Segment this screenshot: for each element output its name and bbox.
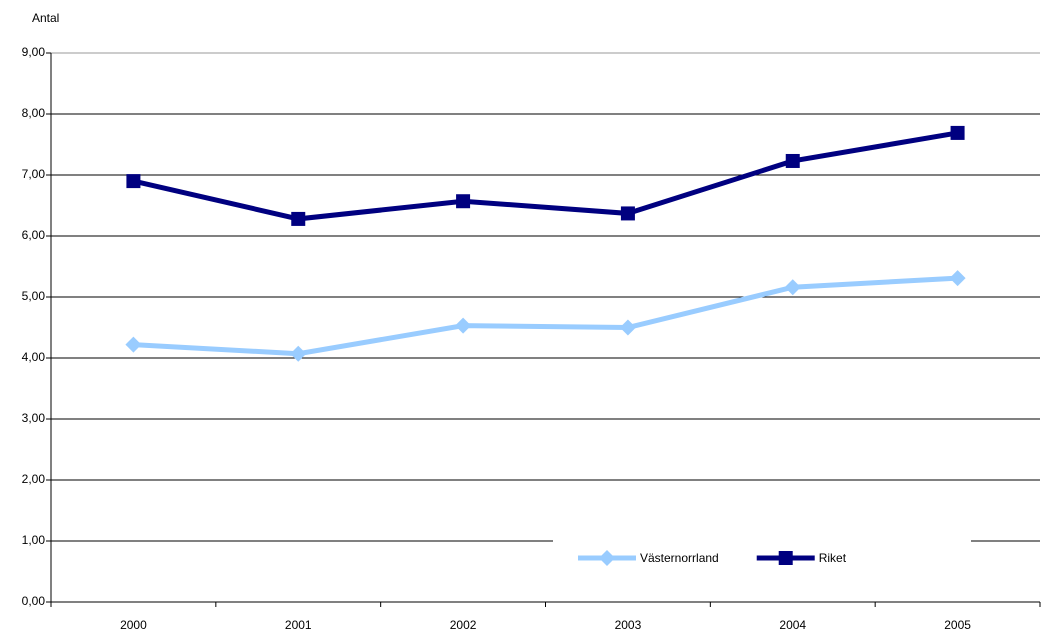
y-tick-label: 1,00 [22, 533, 46, 547]
y-tick-label: 3,00 [22, 411, 46, 425]
marker [784, 279, 801, 296]
marker [785, 153, 800, 168]
marker [290, 345, 307, 362]
y-tick-label: 4,00 [22, 350, 46, 364]
marker [455, 317, 472, 334]
marker [949, 270, 966, 287]
marker [778, 551, 793, 565]
legend-label: Västernorrland [640, 551, 719, 565]
marker [125, 336, 142, 353]
x-tick-label: 2003 [615, 618, 642, 630]
legend-label: Riket [819, 551, 847, 565]
legend: Västernorrland Riket [553, 530, 971, 592]
x-tick-label: 2004 [779, 618, 806, 630]
legend-box [553, 530, 971, 592]
y-tick-label: 7,00 [22, 167, 46, 181]
marker [126, 174, 141, 189]
marker [599, 550, 615, 566]
y-tick-label: 5,00 [22, 289, 46, 303]
x-tick-label: 2002 [450, 618, 477, 630]
marker [456, 194, 471, 209]
marker [619, 319, 636, 336]
y-tick-label: 6,00 [22, 228, 46, 242]
marker [950, 125, 965, 140]
marker [291, 211, 306, 226]
x-tick-label: 2000 [120, 618, 147, 630]
y-tick-label: 0,00 [22, 594, 46, 608]
y-axis-label: Antal [32, 11, 59, 25]
x-tick-label: 2005 [944, 618, 971, 630]
y-tick-label: 8,00 [22, 106, 46, 120]
marker [620, 206, 635, 221]
series-line [133, 275, 958, 357]
y-tick-label: 9,00 [22, 45, 46, 59]
series-line [132, 130, 959, 222]
y-tick-label: 2,00 [22, 472, 46, 486]
x-tick-label: 2001 [285, 618, 312, 630]
